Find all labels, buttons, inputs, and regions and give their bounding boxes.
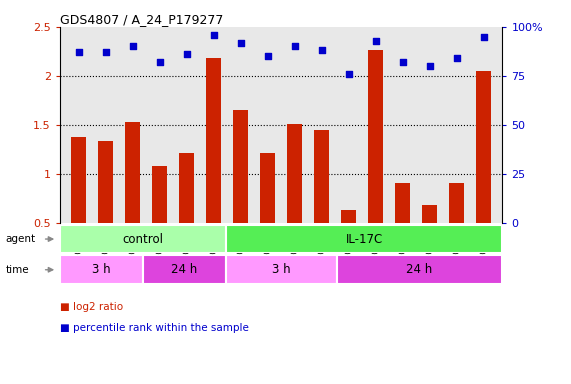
Text: 24 h: 24 h <box>171 263 198 276</box>
Bar <box>152 166 167 272</box>
Text: control: control <box>122 233 163 245</box>
Point <box>74 49 83 55</box>
Point <box>263 53 272 59</box>
Bar <box>226 255 336 284</box>
Point <box>452 55 461 61</box>
Text: time: time <box>6 265 29 275</box>
Bar <box>395 182 410 272</box>
Point <box>398 59 407 65</box>
Bar <box>206 58 221 272</box>
Bar <box>336 255 502 284</box>
Bar <box>449 182 464 272</box>
Point <box>344 71 353 77</box>
Text: IL-17C: IL-17C <box>345 233 383 245</box>
Bar <box>179 153 194 272</box>
Bar <box>476 71 491 272</box>
Bar <box>60 225 226 253</box>
Point <box>425 63 434 69</box>
Bar <box>287 124 302 272</box>
Point <box>317 47 326 53</box>
Bar <box>234 110 248 272</box>
Text: agent: agent <box>6 234 36 244</box>
Text: ■ log2 ratio: ■ log2 ratio <box>60 302 123 312</box>
Point <box>101 49 110 55</box>
Point <box>371 38 380 44</box>
Bar <box>98 141 113 272</box>
Text: 3 h: 3 h <box>272 263 291 276</box>
Point <box>479 34 488 40</box>
Bar <box>60 255 143 284</box>
Bar <box>71 137 86 272</box>
Point <box>182 51 191 57</box>
Bar <box>143 255 226 284</box>
Text: GDS4807 / A_24_P179277: GDS4807 / A_24_P179277 <box>60 13 223 26</box>
Bar <box>422 205 437 272</box>
Point <box>209 31 218 38</box>
Point <box>128 43 138 50</box>
Bar <box>368 50 383 272</box>
Bar <box>226 225 502 253</box>
Text: ■ percentile rank within the sample: ■ percentile rank within the sample <box>60 323 249 333</box>
Point <box>290 43 299 50</box>
Text: 3 h: 3 h <box>92 263 111 276</box>
Bar <box>260 153 275 272</box>
Bar <box>126 122 140 272</box>
Point <box>236 40 246 46</box>
Bar <box>341 210 356 272</box>
Point <box>155 59 164 65</box>
Bar <box>314 130 329 272</box>
Text: 24 h: 24 h <box>407 263 433 276</box>
